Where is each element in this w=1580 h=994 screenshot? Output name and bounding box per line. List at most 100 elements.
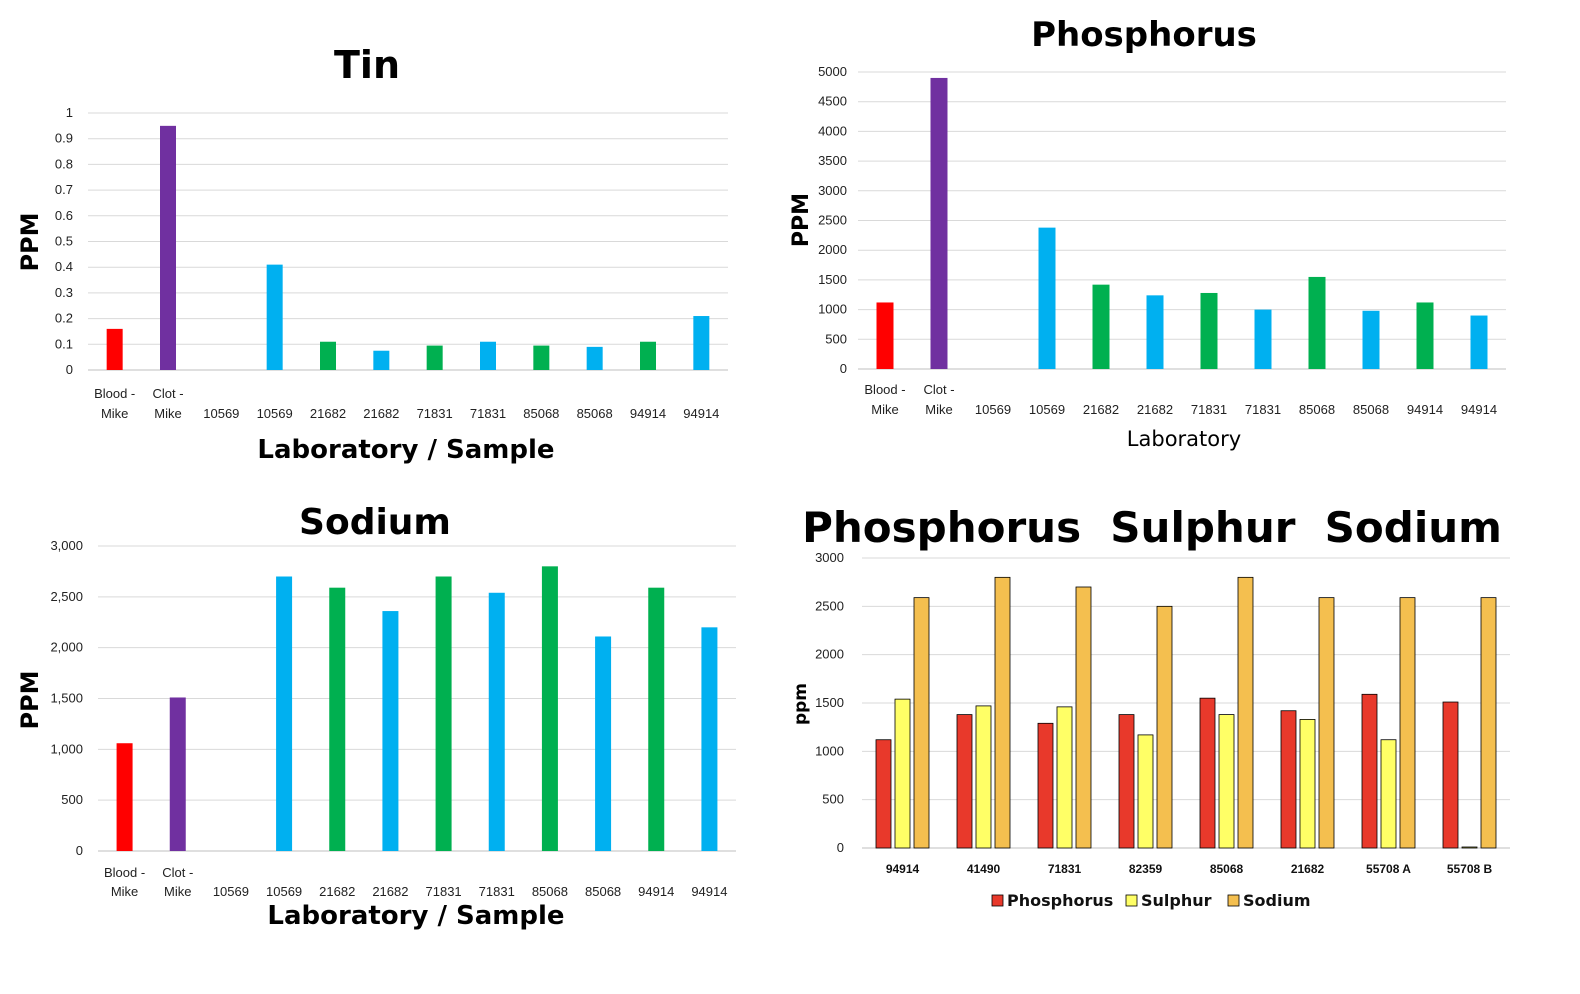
bar <box>876 302 894 369</box>
x-tick-label: Blood - <box>104 865 145 880</box>
y-tick-label: 0.6 <box>55 208 73 223</box>
bar-sulphur <box>1218 714 1235 849</box>
x-tick-label: 85068 <box>1210 862 1244 876</box>
y-tick-label: 500 <box>822 792 844 807</box>
bar-sodium <box>1156 605 1173 849</box>
y-axis-label: PPM <box>16 670 44 729</box>
x-tick-label: Mike <box>871 402 898 417</box>
legend-swatch-phosphorus <box>991 894 1004 907</box>
y-tick-label: 0.4 <box>55 259 73 274</box>
bar <box>1254 309 1272 369</box>
combined-plot-area: 0 500 1000 1500 2000 2500 3000 94914 41490 71831 8… <box>815 550 1510 876</box>
bar <box>1416 302 1434 369</box>
bar-sulphur <box>1380 739 1397 849</box>
y-tick-label: 0.9 <box>55 131 73 146</box>
y-tick-label: 1500 <box>815 695 844 710</box>
bar <box>1092 284 1110 369</box>
bar <box>373 350 390 370</box>
y-tick-label: 500 <box>825 331 847 346</box>
y-tick-label: 0 <box>76 843 83 858</box>
x-tick-label: 21682 <box>310 406 346 421</box>
legend-swatch-sulphur <box>1125 894 1138 907</box>
y-axis-label: PPM <box>16 212 44 271</box>
y-tick-label: 1,500 <box>50 691 83 706</box>
x-tick-label: 71831 <box>1245 402 1281 417</box>
x-tick-label: 10569 <box>1029 402 1065 417</box>
bar <box>488 592 505 851</box>
bar-sulphur <box>1056 706 1073 849</box>
bar <box>930 77 948 369</box>
legend: Phosphorus Sulphur Sodium <box>991 891 1311 910</box>
y-tick-label: 0 <box>840 361 847 376</box>
bar <box>595 636 612 851</box>
bar-sodium <box>913 597 930 849</box>
y-tick-label: 0.7 <box>55 182 73 197</box>
x-tick-label: 10569 <box>213 884 249 899</box>
x-tick-label: Mike <box>925 402 952 417</box>
bar-sodium <box>1480 597 1497 849</box>
chart-title: Sodium <box>299 502 451 543</box>
bar-phosphorus <box>956 714 973 849</box>
bar-phosphorus <box>875 739 892 849</box>
bar-sodium <box>1237 576 1254 849</box>
x-tick-label: 21682 <box>1291 862 1325 876</box>
x-tick-label: 41490 <box>967 862 1001 876</box>
x-tick-label: 71831 <box>1191 402 1227 417</box>
x-tick-label: 94914 <box>691 884 727 899</box>
x-tick-label: 94914 <box>1407 402 1443 417</box>
y-tick-label: 1000 <box>818 302 847 317</box>
y-tick-label: 3000 <box>815 550 844 565</box>
y-tick-label: 2500 <box>818 213 847 228</box>
bar <box>1308 276 1326 369</box>
bar-sodium <box>1399 597 1416 849</box>
x-tick-label: 85068 <box>577 406 613 421</box>
x-axis-label: Laboratory / Sample <box>257 435 554 465</box>
legend-label-sodium: Sodium <box>1243 891 1311 910</box>
bar <box>435 576 452 851</box>
x-tick-label: 21682 <box>372 884 408 899</box>
x-tick-label: 21682 <box>1083 402 1119 417</box>
bar <box>586 346 603 370</box>
y-tick-label: 2500 <box>815 598 844 613</box>
bar <box>116 743 133 851</box>
bar <box>1038 227 1056 369</box>
tin-plot-area: 0 0.1 0.2 0.3 0.4 0.5 0.6 0.7 0.8 0.9 1 Blood - Mike… <box>55 105 728 421</box>
bar-sulphur <box>975 705 992 849</box>
x-tick-label: 21682 <box>1137 402 1173 417</box>
bar <box>1362 310 1380 369</box>
bar-phosphorus <box>1199 697 1216 849</box>
x-tick-label: 85068 <box>585 884 621 899</box>
x-tick-label: 71831 <box>479 884 515 899</box>
bar <box>426 345 443 370</box>
x-tick-label: 21682 <box>319 884 355 899</box>
bar <box>382 611 399 851</box>
bar <box>701 627 718 851</box>
bar-phosphorus <box>1442 701 1459 849</box>
y-tick-label: 1,000 <box>50 741 83 756</box>
x-tick-label: Blood - <box>94 386 135 401</box>
bar-sodium <box>1318 597 1335 849</box>
bar <box>1470 315 1488 369</box>
y-tick-label: 2000 <box>815 647 844 662</box>
y-tick-label: 5000 <box>818 64 847 79</box>
bar <box>480 341 496 370</box>
x-tick-label: 85068 <box>1353 402 1389 417</box>
bar-phosphorus <box>1361 693 1378 849</box>
x-tick-label: Mike <box>164 884 191 899</box>
x-tick-label: 71831 <box>417 406 453 421</box>
bar-sulphur <box>1299 719 1316 849</box>
phosphorus-plot-area: 0 500 1000 1500 2000 2500 3000 3500 4000 4500 5000… <box>818 64 1506 417</box>
x-tick-label: 85068 <box>523 406 559 421</box>
y-tick-label: 0.2 <box>55 311 73 326</box>
bar-sodium <box>994 576 1011 849</box>
y-axis-label: ppm <box>791 683 811 725</box>
y-tick-label: 2,000 <box>50 640 83 655</box>
bar <box>648 587 665 851</box>
bar <box>320 341 336 370</box>
x-tick-label: Blood - <box>864 382 905 397</box>
y-tick-label: 4500 <box>818 94 847 109</box>
phosphorus-chart: Phosphorus PPM Laboratory 0 500 1000 1500 20… <box>789 15 1506 451</box>
bar <box>693 316 710 370</box>
bar <box>1146 295 1164 369</box>
bar-phosphorus <box>1280 710 1297 849</box>
